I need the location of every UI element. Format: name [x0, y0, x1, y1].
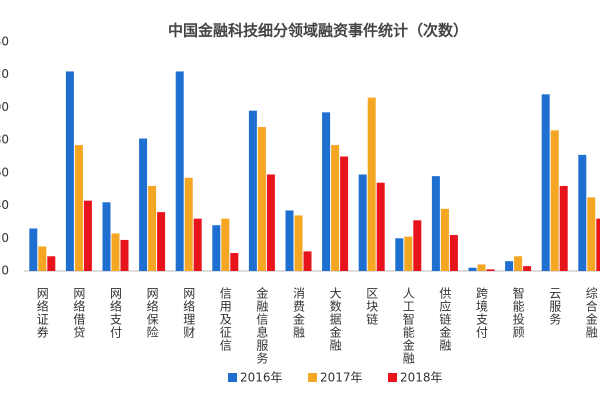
- y-tick-label: 80: [0, 133, 9, 147]
- x-tick-label: 网络理财: [182, 287, 196, 339]
- x-tick-label: 网络保险: [145, 287, 159, 339]
- bar: [559, 185, 568, 271]
- bar: [139, 138, 148, 271]
- bar: [477, 264, 486, 271]
- bar: [193, 218, 202, 271]
- bar: [404, 236, 413, 271]
- bar: [413, 220, 422, 271]
- bar: [486, 269, 495, 271]
- bar: [596, 218, 600, 271]
- bar: [29, 228, 38, 271]
- bar: [468, 267, 477, 271]
- bar: [230, 253, 239, 271]
- y-tick-label: 140: [0, 35, 9, 49]
- bar: [367, 97, 376, 271]
- bar: [47, 256, 56, 271]
- bar: [550, 130, 559, 271]
- bar: [248, 110, 257, 271]
- bar: [331, 145, 340, 271]
- bar: [221, 218, 230, 271]
- bar: [266, 174, 275, 271]
- bar: [322, 112, 331, 271]
- x-tick-label: 云服务: [548, 287, 562, 326]
- bar: [74, 145, 83, 271]
- y-tick-label: 0: [1, 264, 9, 278]
- bar: [587, 197, 596, 271]
- x-tick-label: 智能投顾: [511, 286, 525, 339]
- bar: [523, 266, 532, 271]
- bar: [148, 185, 157, 271]
- bar: [102, 202, 111, 271]
- legend-label: 2017年: [320, 371, 363, 385]
- bar: [340, 156, 349, 271]
- bar: [285, 210, 294, 271]
- bar: [65, 71, 74, 271]
- bar: [120, 239, 129, 271]
- x-tick-label: 信用及征信: [218, 287, 232, 352]
- x-tick-label: 综合金融: [584, 287, 598, 339]
- bar: [449, 235, 458, 271]
- legend-label: 2016年: [240, 371, 283, 385]
- bar: [303, 251, 312, 271]
- bar: [431, 176, 440, 271]
- bar: [541, 94, 550, 271]
- bar: [395, 238, 404, 271]
- bar: [157, 212, 166, 271]
- y-tick-label: 20: [0, 231, 9, 245]
- legend-swatch: [228, 373, 237, 382]
- bar: [514, 256, 523, 271]
- bar: [38, 246, 47, 271]
- x-tick-label: 跨境支付: [475, 287, 489, 339]
- bar: [358, 174, 367, 271]
- bar: [257, 127, 266, 271]
- bar: [294, 215, 303, 271]
- legend-swatch: [308, 373, 317, 382]
- x-tick-label: 大数据金融: [328, 287, 342, 352]
- x-tick-label: 消费金融: [292, 287, 306, 339]
- bar: [83, 200, 92, 271]
- bar: [376, 182, 385, 271]
- x-tick-label: 网络借贷: [72, 287, 86, 339]
- bar: [212, 225, 221, 271]
- bar: [184, 177, 193, 271]
- chart-title: 中国金融科技细分领域融资事件统计（次数）: [168, 22, 468, 40]
- legend-swatch: [388, 373, 397, 382]
- bar: [578, 154, 587, 271]
- bar: [175, 71, 184, 271]
- x-tick-label: 区块链: [365, 287, 379, 326]
- x-tick-label: 网络证券: [35, 287, 49, 339]
- y-tick-label: 60: [0, 165, 9, 179]
- bar: [111, 233, 120, 271]
- y-tick-label: 120: [0, 67, 9, 81]
- x-tick-label: 网络支付: [109, 287, 123, 339]
- x-tick-label: 供应链金融: [438, 287, 452, 352]
- y-tick-label: 100: [0, 100, 9, 114]
- bar: [505, 261, 514, 271]
- bar: [440, 208, 449, 271]
- x-tick-label: 人工智能金融: [401, 287, 415, 365]
- y-tick-label: 40: [0, 198, 9, 212]
- legend-label: 2018年: [400, 371, 443, 385]
- x-tick-label: 金融信息服务: [255, 286, 269, 365]
